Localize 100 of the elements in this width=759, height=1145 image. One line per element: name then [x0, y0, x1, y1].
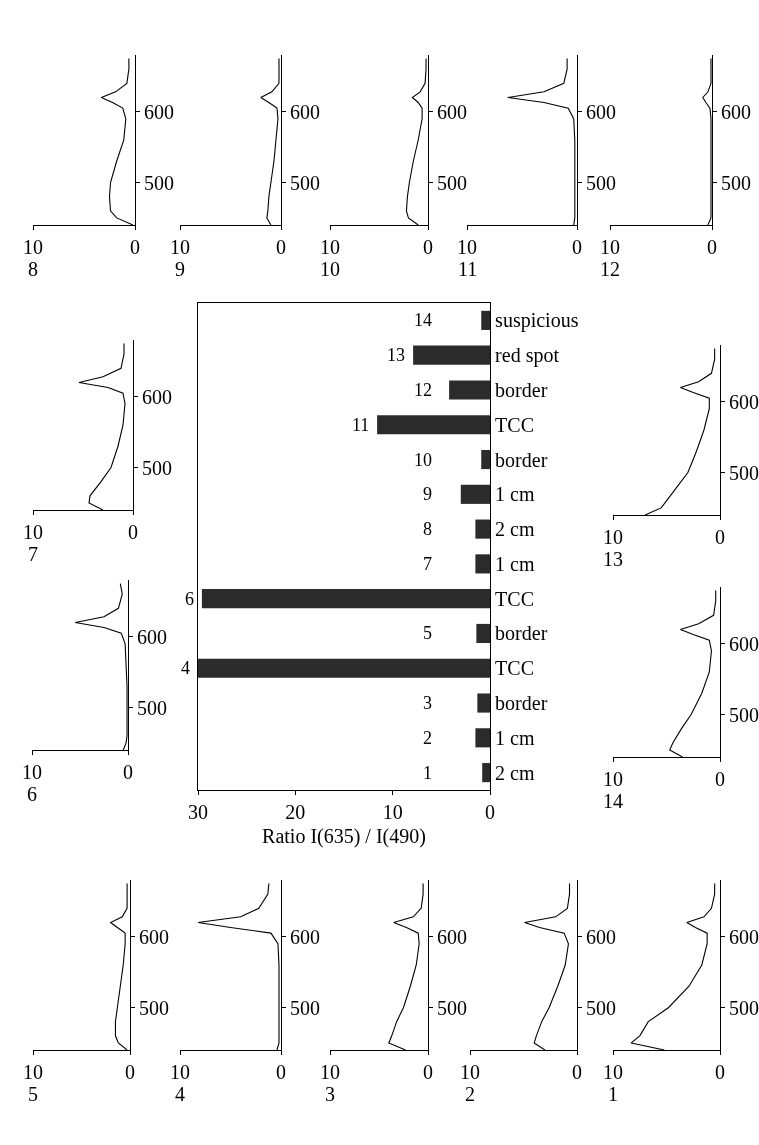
y-tick-label: 600 [586, 925, 617, 948]
y-tick-label: 1 cm [495, 726, 535, 749]
x-tick-label: 20 [285, 801, 306, 824]
text: 13 [603, 548, 623, 570]
bar [481, 449, 490, 470]
x-tick-label: 0 [715, 1061, 725, 1084]
annotation: 1 [423, 763, 432, 783]
y-tick-label: 500 [586, 171, 617, 194]
annotation: 2 [423, 728, 432, 748]
bar [481, 310, 490, 330]
bar [476, 623, 490, 644]
y-tick-label: 500 [729, 461, 759, 484]
x-tick-label: 10 [23, 521, 43, 544]
x-tick-label: 10 [22, 761, 42, 784]
x-tick-label: 10 [603, 1061, 623, 1084]
x-tick-label: 0 [423, 236, 433, 259]
text: 9 [175, 258, 185, 280]
y-tick-label: 2 cm [495, 761, 535, 784]
y-tick-label: 500 [139, 996, 170, 1019]
y-tick-label: border [495, 448, 548, 471]
y-tick-label: 600 [142, 385, 173, 408]
x-tick-label: 10 [460, 1061, 480, 1084]
y-tick-label: 500 [437, 171, 468, 194]
y-tick-label: 600 [437, 100, 468, 123]
y-tick-label: 500 [290, 171, 321, 194]
x-tick-label: 10 [603, 526, 623, 549]
bar [475, 519, 490, 539]
text: 1 [608, 1083, 618, 1105]
y-tick-label: border [495, 378, 548, 401]
annotation: 13 [387, 345, 405, 365]
x-tick-label: 10 [23, 1061, 43, 1084]
y-tick-label: border [495, 622, 548, 645]
x-tick-label: 0 [125, 1061, 135, 1084]
text: 2 [465, 1083, 475, 1105]
bar [413, 345, 490, 365]
x-tick-label: 10 [320, 236, 340, 259]
x-tick-label: 10 [320, 1061, 340, 1084]
text: 7 [28, 543, 38, 565]
y-tick-label: 500 [137, 696, 168, 719]
y-tick-label: 600 [729, 632, 759, 655]
x-tick-label: 0 [715, 768, 725, 791]
text: 11 [458, 258, 478, 280]
text: 5 [28, 1083, 38, 1105]
x-tick-label: 0 [276, 236, 286, 259]
bar [198, 658, 490, 678]
bar [460, 484, 490, 504]
y-tick-label: 600 [144, 100, 175, 123]
text: 14 [603, 790, 623, 812]
x-tick-label: 30 [188, 801, 208, 824]
y-tick-label: 600 [139, 925, 170, 948]
y-tick-label: 1 cm [495, 483, 535, 506]
x-tick-label: 10 [23, 236, 43, 259]
bar [475, 554, 490, 574]
x-tick-label: 0 [128, 521, 138, 544]
y-tick-label: border [495, 692, 548, 715]
bar [482, 763, 490, 783]
annotation: 5 [423, 623, 432, 643]
y-tick-label: 500 [144, 171, 175, 194]
y-tick-label: 1 cm [495, 552, 535, 575]
x-tick-label: 0 [485, 801, 495, 824]
text: 8 [28, 258, 38, 280]
y-tick-label: 600 [721, 100, 752, 123]
y-tick-label: 600 [586, 100, 617, 123]
annotation: 9 [423, 484, 432, 504]
y-tick-label: 600 [290, 100, 321, 123]
x-tick-label: 10 [603, 768, 623, 791]
text: 6 [27, 783, 37, 805]
y-tick-label: 500 [437, 996, 468, 1019]
annotation: 10 [414, 450, 432, 470]
y-tick-label: 500 [586, 996, 617, 1019]
bar [477, 693, 490, 713]
y-tick-label: 600 [437, 925, 468, 948]
x-axis-title: Ratio I(635) / I(490) [262, 824, 426, 848]
y-tick-label: 600 [729, 925, 759, 948]
y-tick-label: red spot [495, 344, 560, 368]
y-tick-label: 500 [729, 996, 759, 1019]
x-tick-label: 0 [572, 236, 582, 259]
y-tick-label: TCC [495, 587, 535, 610]
y-tick-label: 600 [137, 625, 168, 648]
annotation: 8 [423, 519, 432, 539]
text: 4 [181, 658, 190, 678]
y-tick-label: 2 cm [495, 518, 535, 541]
x-tick-label: 10 [170, 236, 190, 259]
y-tick-label: suspicious [495, 309, 579, 333]
x-tick-label: 0 [423, 1061, 433, 1084]
text: 10 [320, 258, 340, 280]
annotation: 12 [414, 380, 432, 400]
annotation: 3 [423, 693, 432, 713]
annotation: 7 [423, 554, 432, 574]
y-tick-label: TCC [495, 657, 535, 680]
text: 4 [175, 1083, 185, 1105]
x-tick-label: 0 [707, 236, 717, 259]
text: 12 [600, 258, 620, 280]
y-tick-label: TCC [495, 413, 535, 436]
x-tick-label: 0 [276, 1061, 286, 1084]
y-tick-label: 500 [721, 171, 752, 194]
bar [201, 589, 490, 609]
bar [475, 728, 490, 748]
x-tick-label: 10 [382, 801, 403, 824]
x-tick-label: 10 [170, 1061, 190, 1084]
